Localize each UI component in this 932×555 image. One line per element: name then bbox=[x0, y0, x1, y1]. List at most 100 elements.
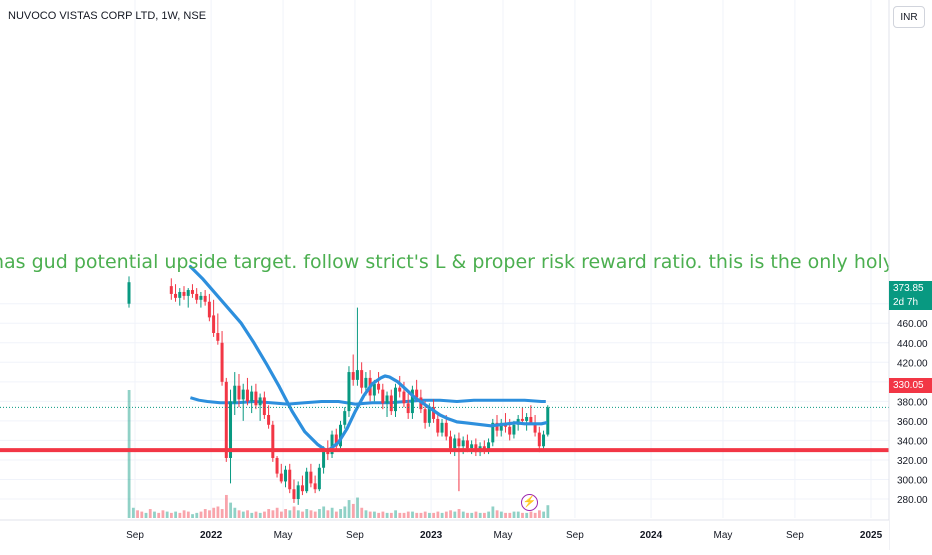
volume-bar bbox=[538, 510, 541, 518]
candle-body bbox=[461, 440, 465, 447]
candle-body bbox=[267, 415, 271, 425]
candle-body bbox=[402, 391, 406, 404]
x-tick-label: Sep bbox=[346, 530, 364, 541]
volume-bar bbox=[499, 511, 503, 518]
volume-bar bbox=[178, 512, 182, 518]
volume-bar bbox=[313, 511, 317, 518]
candle-body bbox=[339, 424, 342, 447]
volume-bar bbox=[250, 512, 254, 518]
volume-bar bbox=[144, 512, 148, 518]
candle-body bbox=[220, 342, 224, 382]
candle-body bbox=[169, 286, 173, 294]
volume-bar bbox=[529, 511, 533, 518]
volume-bar bbox=[263, 511, 266, 518]
candle-body bbox=[250, 391, 254, 402]
candle-body bbox=[393, 387, 397, 412]
annotation-text[interactable]: has gud potential upside target. follow … bbox=[0, 251, 932, 273]
volume-bar bbox=[267, 509, 271, 518]
volume-bar bbox=[398, 512, 402, 518]
horizontal-line-price-label: 330.05 bbox=[889, 378, 932, 393]
volume-bar bbox=[444, 511, 448, 518]
volume-bar bbox=[457, 509, 461, 518]
volume-bar bbox=[305, 509, 309, 518]
volume-bar bbox=[364, 510, 368, 518]
volume-bar bbox=[440, 512, 444, 518]
volume-bar bbox=[216, 506, 220, 518]
volume-bar bbox=[478, 512, 482, 518]
volume-bar bbox=[406, 511, 410, 518]
last-price-label: 373.85 bbox=[889, 281, 932, 296]
candle-body bbox=[203, 295, 207, 302]
candle-body bbox=[313, 483, 317, 490]
candle-body bbox=[398, 387, 402, 392]
volume-bar bbox=[296, 510, 300, 518]
symbol-title: NUVOCO VISTAS CORP LTD, 1W, NSE bbox=[8, 10, 207, 22]
volume-bar bbox=[343, 506, 347, 518]
candle-body bbox=[254, 391, 258, 406]
candle-body bbox=[224, 381, 228, 458]
candle-body bbox=[292, 489, 296, 499]
volume-bar bbox=[237, 510, 241, 518]
candle-body bbox=[389, 395, 393, 412]
candle-body bbox=[377, 383, 381, 390]
volume-bar bbox=[322, 506, 326, 518]
candle-body bbox=[364, 377, 368, 388]
currency-button[interactable]: INR bbox=[893, 6, 925, 28]
volume-bar bbox=[419, 512, 423, 518]
volume-bar bbox=[368, 511, 372, 518]
volume-bar bbox=[453, 511, 457, 518]
candle-body bbox=[245, 389, 249, 402]
volume-bar bbox=[140, 511, 144, 518]
candle-body bbox=[487, 442, 491, 451]
volume-bar bbox=[186, 511, 190, 518]
volume-bar bbox=[402, 512, 406, 518]
candle-body bbox=[453, 438, 457, 449]
x-tick-label: Sep bbox=[126, 530, 144, 541]
volume-bar bbox=[483, 512, 486, 518]
price-axis-background bbox=[889, 0, 932, 550]
volume-bar bbox=[233, 507, 237, 518]
candle-body bbox=[444, 422, 448, 437]
candle-body bbox=[241, 389, 245, 400]
candle-body bbox=[427, 407, 431, 423]
volume-bar bbox=[466, 512, 469, 518]
volume-bar bbox=[148, 509, 152, 518]
volume-bar bbox=[491, 506, 495, 518]
candle-body bbox=[174, 293, 178, 298]
y-tick-label: 460.00 bbox=[897, 319, 928, 330]
y-tick-label: 340.00 bbox=[897, 436, 928, 447]
volume-bar bbox=[470, 512, 474, 518]
candle-body bbox=[546, 407, 550, 435]
volume-bar bbox=[339, 509, 342, 518]
volume-bar bbox=[533, 512, 537, 518]
volume-bar bbox=[229, 502, 233, 518]
candle-body bbox=[525, 416, 529, 421]
candle-body bbox=[296, 485, 300, 499]
x-tick-label: 2023 bbox=[420, 530, 443, 541]
x-tick-label: May bbox=[494, 530, 513, 541]
candle-body bbox=[355, 370, 359, 380]
candle-body bbox=[190, 290, 194, 294]
volume-bar bbox=[542, 511, 546, 518]
candle-body bbox=[423, 409, 427, 423]
x-tick-label: May bbox=[274, 530, 293, 541]
candle-body bbox=[351, 372, 355, 380]
candle-body bbox=[499, 422, 503, 431]
candle-body bbox=[186, 290, 190, 296]
candle-body bbox=[271, 424, 275, 458]
candle-body bbox=[495, 422, 499, 431]
candle-body bbox=[127, 282, 131, 304]
y-tick-label: 320.00 bbox=[897, 456, 928, 467]
lightning-icon[interactable]: ⚡ bbox=[521, 494, 538, 511]
volume-bar bbox=[334, 511, 338, 518]
volume-bar bbox=[212, 507, 216, 518]
volume-bar bbox=[136, 510, 139, 518]
volume-bar bbox=[279, 511, 283, 518]
candle-body bbox=[216, 332, 220, 341]
y-tick-label: 280.00 bbox=[897, 495, 928, 506]
candle-body bbox=[330, 434, 334, 455]
candle-body bbox=[300, 485, 304, 492]
volume-bar bbox=[288, 510, 292, 518]
